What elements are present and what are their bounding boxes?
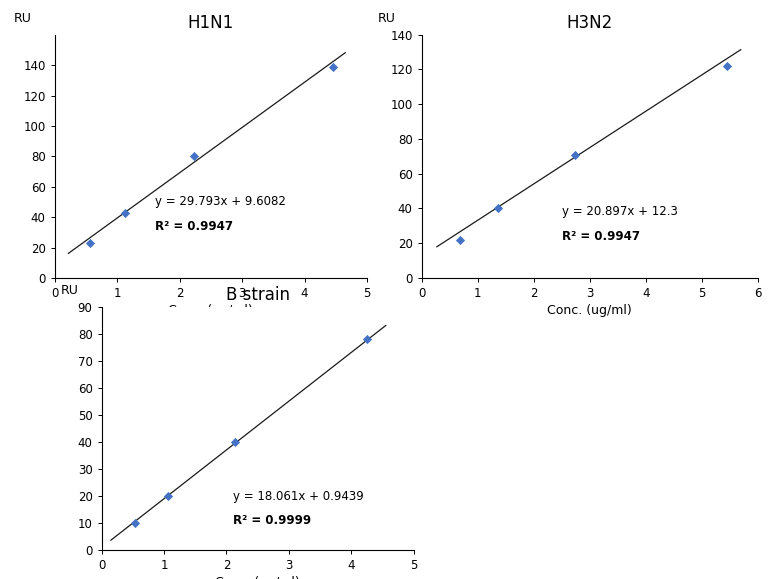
Point (228, 437, 241, 446)
X-axis label: Conc. (ug/ml): Conc. (ug/ml) (169, 304, 253, 317)
Point (454, 235, 466, 244)
Point (569, 150, 581, 159)
Point (187, 152, 200, 161)
Text: y = 29.793x + 9.6082: y = 29.793x + 9.6082 (155, 196, 286, 208)
Text: R² = 0.9999: R² = 0.9999 (233, 514, 311, 527)
Point (361, 335, 373, 344)
X-axis label: Conc. (ug/ml): Conc. (ug/ml) (547, 304, 632, 317)
Text: R² = 0.9947: R² = 0.9947 (155, 220, 233, 233)
Point (128, 518, 141, 527)
Text: y = 20.897x + 12.3: y = 20.897x + 12.3 (562, 206, 678, 218)
Text: y = 18.061x + 0.9439: y = 18.061x + 0.9439 (233, 489, 363, 503)
Point (721, 61, 733, 71)
Point (327, 62, 340, 71)
Text: RU: RU (14, 12, 32, 25)
Point (119, 208, 131, 217)
Text: RU: RU (378, 12, 396, 25)
Point (491, 204, 504, 213)
X-axis label: Conc. (ug/ml): Conc. (ug/ml) (216, 576, 300, 579)
Title: H1N1: H1N1 (187, 14, 234, 32)
Title: H3N2: H3N2 (566, 14, 613, 32)
Point (162, 492, 174, 501)
Text: RU: RU (61, 284, 79, 297)
Text: R² = 0.9947: R² = 0.9947 (562, 230, 640, 243)
Point (84, 239, 96, 248)
Title: B strain: B strain (226, 286, 290, 304)
